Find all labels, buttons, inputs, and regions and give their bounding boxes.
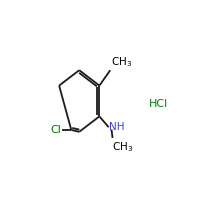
Text: NH: NH	[109, 122, 125, 132]
Text: HCl: HCl	[149, 99, 168, 109]
Text: Cl: Cl	[50, 125, 61, 135]
Text: CH$_3$: CH$_3$	[112, 140, 133, 154]
Text: CH$_3$: CH$_3$	[111, 56, 132, 69]
